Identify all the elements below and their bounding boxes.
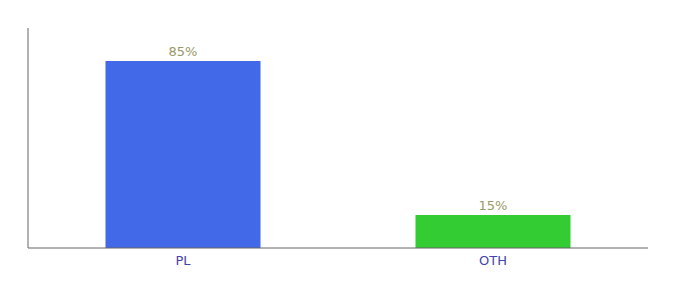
svg-text:PL: PL bbox=[175, 253, 191, 268]
svg-text:15%: 15% bbox=[479, 198, 508, 213]
svg-text:OTH: OTH bbox=[479, 253, 507, 268]
svg-text:85%: 85% bbox=[169, 44, 198, 59]
